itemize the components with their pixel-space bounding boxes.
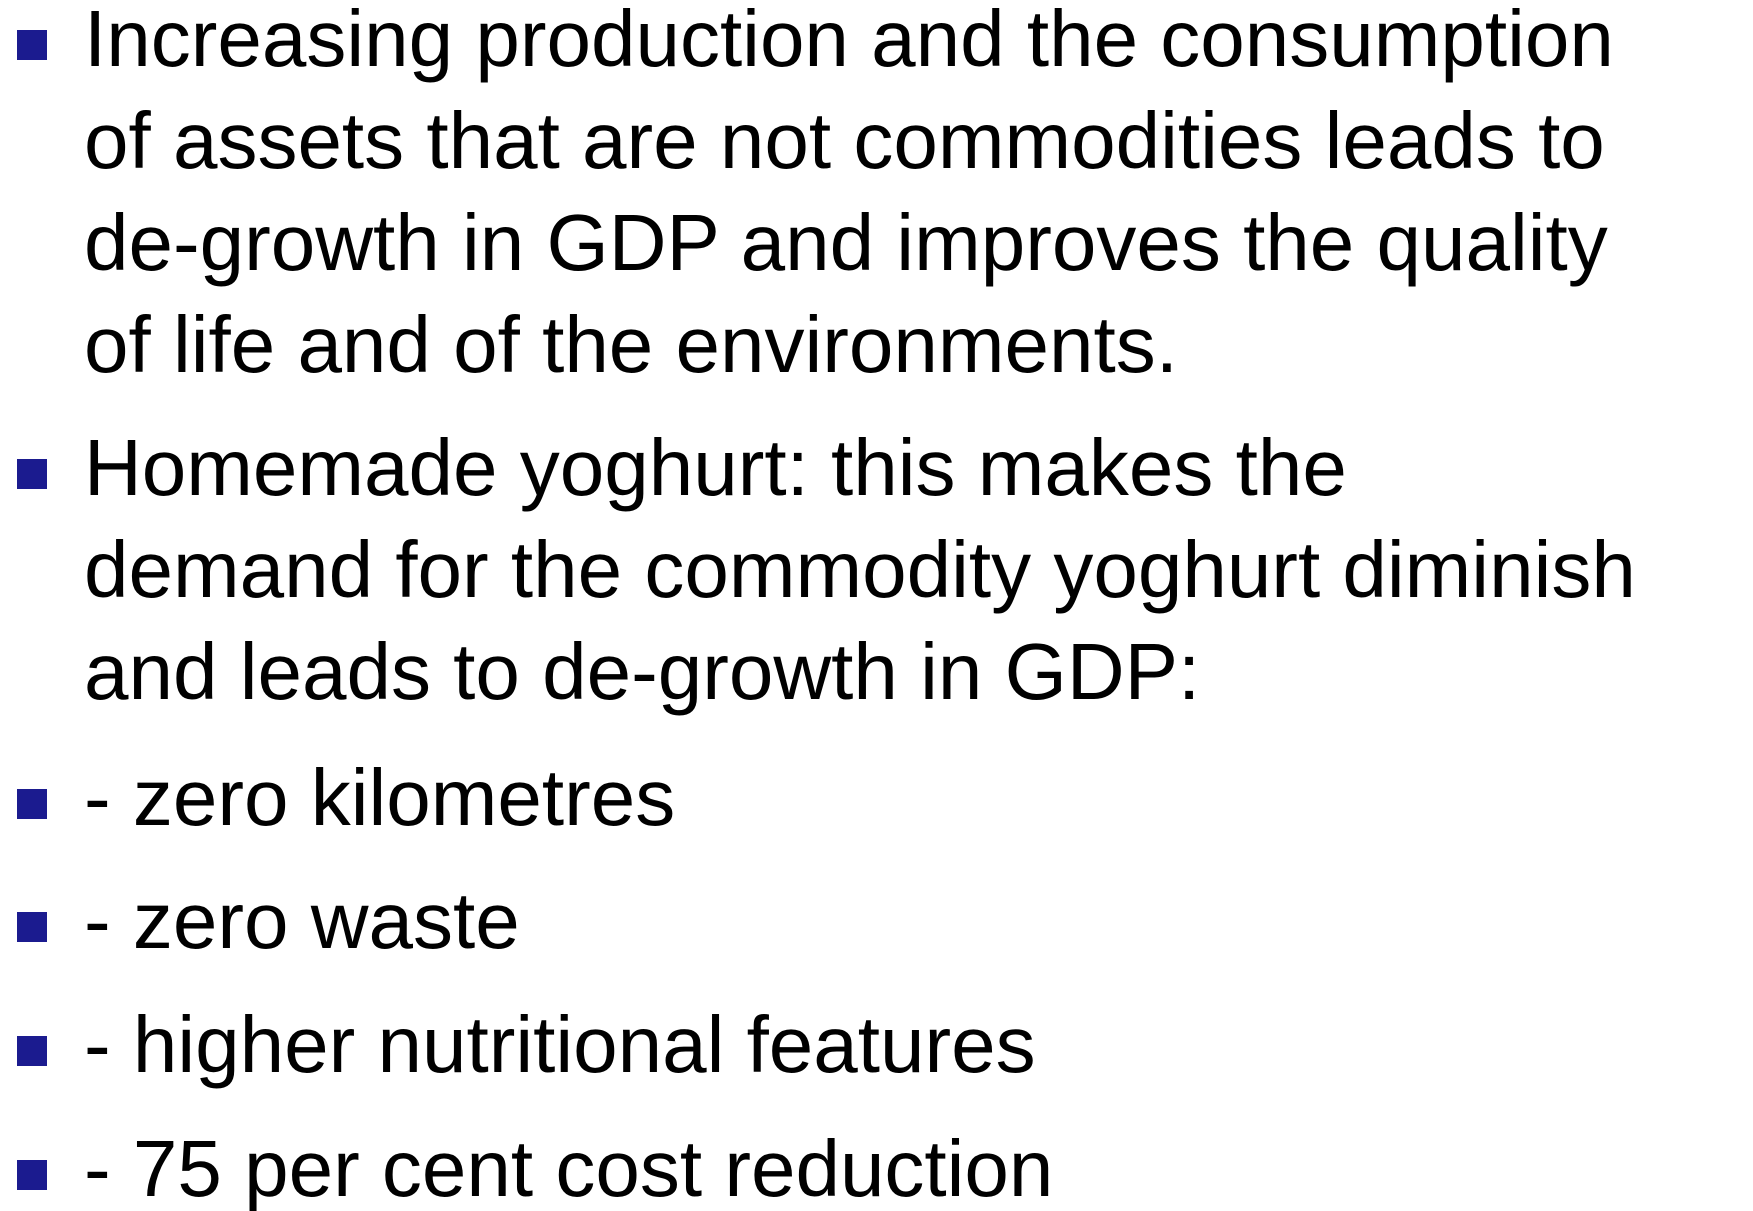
bullet-square [17, 30, 47, 60]
bullet-text: Homemade yoghurt: this makes the [84, 423, 1347, 512]
bullet-text: of life and of the environments. [84, 300, 1178, 389]
bullet-text: and leads to de-growth in GDP: [84, 627, 1200, 716]
bullet-square [17, 1036, 47, 1066]
bullet-text: demand for the commodity yoghurt diminis… [84, 525, 1636, 614]
bullet-text: - 75 per cent cost reduction [84, 1124, 1053, 1211]
bullet-text: - zero waste [84, 876, 520, 965]
bullet-text: of assets that are not commodities leads… [84, 96, 1605, 185]
bullet-text: - higher nutritional features [84, 1000, 1036, 1089]
bullet-text: - zero kilometres [84, 753, 675, 842]
bullet-text: Increasing production and the consumptio… [84, 0, 1614, 83]
bullet-square [17, 912, 47, 942]
bullet-text: de-growth in GDP and improves the qualit… [84, 198, 1608, 287]
bullet-square [17, 1160, 47, 1190]
bullet-square [17, 789, 47, 819]
bullet-square [17, 459, 47, 489]
